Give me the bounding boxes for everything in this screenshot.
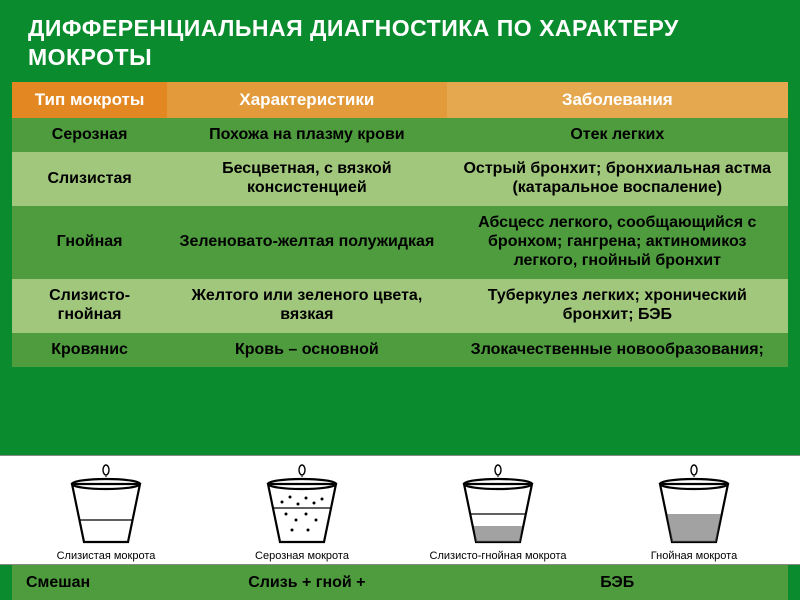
cell-type: Гнойная: [12, 206, 167, 279]
cup-item: Слизисто-гнойная мокрота: [400, 464, 596, 562]
cell-char: Кровь – основной: [167, 333, 446, 368]
cell-char: Слизь + гной +: [167, 565, 446, 600]
table-row-last: Смешан Слизь + гной + БЭБ: [12, 565, 788, 600]
cell-disease: Туберкулез легких; хронический бронхит; …: [447, 279, 788, 333]
cup-item: Серозная мокрота: [204, 464, 400, 562]
table-row: Гнойная Зеленовато-желтая полужидкая Абс…: [12, 206, 788, 279]
col-header-type: Тип мокроты: [12, 82, 167, 118]
cup-icon: [252, 464, 352, 546]
table-header-row: Тип мокроты Характеристики Заболевания: [12, 82, 788, 118]
cell-disease: Злокачественные новообразования;: [447, 333, 788, 368]
cell-type: Серозная: [12, 118, 167, 153]
cell-type: Смешан: [12, 565, 167, 600]
cup-caption: Слизистая мокрота: [57, 550, 156, 562]
cup-caption: Серозная мокрота: [255, 550, 349, 562]
cup-icon: [448, 464, 548, 546]
cell-disease: Отек легких: [447, 118, 788, 153]
col-header-char: Характеристики: [167, 82, 446, 118]
cup-icon: [56, 464, 156, 546]
cell-char: Желтого или зеленого цвета, вязкая: [167, 279, 446, 333]
table-row: Серозная Похожа на плазму крови Отек лег…: [12, 118, 788, 153]
cell-disease: Абсцесс легкого, сообщающийся с бронхом;…: [447, 206, 788, 279]
cell-char: Зеленовато-желтая полужидкая: [167, 206, 446, 279]
table-row: Слизистая Бесцветная, с вязкой консистен…: [12, 152, 788, 206]
cell-type: Кровянис: [12, 333, 167, 368]
cup-icon: [644, 464, 744, 546]
cell-disease: БЭБ: [447, 565, 788, 600]
diagnosis-table: Тип мокроты Характеристики Заболевания С…: [12, 82, 788, 368]
cell-disease: Острый бронхит; бронхиальная астма (ката…: [447, 152, 788, 206]
col-header-disease: Заболевания: [447, 82, 788, 118]
cell-char: Бесцветная, с вязкой консистенцией: [167, 152, 446, 206]
cell-type: Слизистая: [12, 152, 167, 206]
cup-item: Гнойная мокрота: [596, 464, 792, 562]
table-row: Слизисто-гнойная Желтого или зеленого цв…: [12, 279, 788, 333]
table-row: Кровянис Кровь – основной Злокачественны…: [12, 333, 788, 368]
cell-char: Похожа на плазму крови: [167, 118, 446, 153]
cup-caption: Слизисто-гнойная мокрота: [430, 550, 567, 562]
cups-illustration-panel: Слизистая мокрота Серозная мокрота Слизи…: [0, 455, 800, 565]
cup-caption: Гнойная мокрота: [651, 550, 737, 562]
cup-item: Слизистая мокрота: [8, 464, 204, 562]
cell-type: Слизисто-гнойная: [12, 279, 167, 333]
page-title: ДИФФЕРЕНЦИАЛЬНАЯ ДИАГНОСТИКА ПО ХАРАКТЕР…: [0, 0, 800, 82]
